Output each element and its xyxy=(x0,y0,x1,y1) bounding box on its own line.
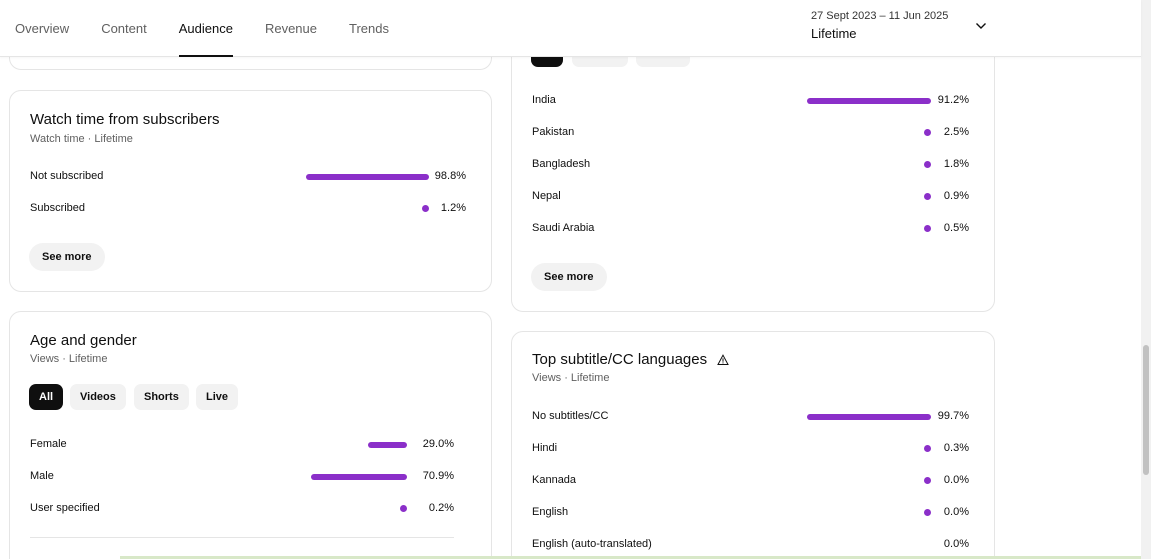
row-value: 99.7% xyxy=(937,410,969,422)
see-more-button[interactable]: See more xyxy=(531,263,607,291)
card-subtitle: Watch time · Lifetime xyxy=(30,133,133,145)
card-title: Watch time from subscribers xyxy=(30,111,220,128)
row-value: 0.0% xyxy=(943,538,969,550)
chip-all[interactable]: All xyxy=(29,384,64,410)
share-dot xyxy=(924,193,931,200)
share-bar xyxy=(368,442,407,448)
list-item: English (auto-translated) 0.0% xyxy=(532,538,969,554)
row-value: 2.5% xyxy=(943,126,969,138)
list-item: Male 70.9% xyxy=(30,470,454,486)
row-value: 0.0% xyxy=(943,474,969,486)
list-item: Saudi Arabia 0.5% xyxy=(532,222,969,238)
list-item: English 0.0% xyxy=(532,506,969,522)
date-range-text: 27 Sept 2023 – 11 Jun 2025 xyxy=(811,10,949,22)
tab-overview[interactable]: Overview xyxy=(15,21,70,36)
row-label: English (auto-translated) xyxy=(532,538,652,550)
row-label: Subscribed xyxy=(30,202,86,214)
list-item: Not subscribed 98.8% xyxy=(30,170,466,186)
share-dot xyxy=(924,129,931,136)
row-value: 0.9% xyxy=(943,190,969,202)
share-dot xyxy=(924,477,931,484)
list-item: Pakistan 2.5% xyxy=(532,126,969,142)
row-label: User specified xyxy=(30,502,100,514)
row-label: Kannada xyxy=(532,474,577,486)
row-value: 29.0% xyxy=(422,438,454,450)
bottom-strip xyxy=(120,556,1141,559)
list-item: Hindi 0.3% xyxy=(532,442,969,458)
row-label: Bangladesh xyxy=(532,158,591,170)
row-value: 70.9% xyxy=(422,470,454,482)
list-item: India 91.2% xyxy=(532,94,969,110)
row-label: Hindi xyxy=(532,442,558,454)
watch-time-subscribers-card: Watch time from subscribers Watch time ·… xyxy=(9,90,492,292)
age-gender-card: Age and gender Views · Lifetime All Vide… xyxy=(9,311,492,559)
share-bar xyxy=(807,98,931,104)
top-bar: Overview Content Audience Revenue Trends… xyxy=(0,0,1141,57)
warning-icon[interactable] xyxy=(717,353,729,366)
share-dot xyxy=(924,161,931,168)
share-bar xyxy=(807,414,931,420)
row-label: English xyxy=(532,506,569,518)
share-bar xyxy=(306,174,429,180)
share-dot xyxy=(924,445,931,452)
date-range-selector[interactable]: 27 Sept 2023 – 11 Jun 2025 Lifetime xyxy=(811,10,991,46)
share-dot xyxy=(400,505,407,512)
row-value: 0.2% xyxy=(428,502,454,514)
row-label: Saudi Arabia xyxy=(532,222,595,234)
row-value: 98.8% xyxy=(434,170,466,182)
date-range-label: Lifetime xyxy=(811,26,857,41)
chip-live[interactable]: Live xyxy=(196,384,239,410)
row-value: 0.3% xyxy=(943,442,969,454)
share-dot xyxy=(422,205,429,212)
card-subtitle: Views · Lifetime xyxy=(30,353,108,365)
divider xyxy=(30,537,454,538)
list-item: Female 29.0% xyxy=(30,438,454,454)
row-label: Not subscribed xyxy=(30,170,104,182)
scrollbar-thumb[interactable] xyxy=(1143,345,1149,475)
card-title: Top subtitle/CC languages xyxy=(532,351,729,368)
subtitle-languages-card: Top subtitle/CC languages Views · Lifeti… xyxy=(511,331,995,559)
list-item: Subscribed 1.2% xyxy=(30,202,466,218)
row-label: Nepal xyxy=(532,190,561,202)
row-label: No subtitles/CC xyxy=(532,410,609,422)
chip-videos[interactable]: Videos xyxy=(70,384,126,410)
card-subtitle: Views · Lifetime xyxy=(532,372,610,384)
chip-shorts[interactable]: Shorts xyxy=(134,384,189,410)
row-value: 1.2% xyxy=(440,202,466,214)
list-item: User specified 0.2% xyxy=(30,502,454,518)
share-dot xyxy=(924,509,931,516)
list-item: Nepal 0.9% xyxy=(532,190,969,206)
card-title-text: Top subtitle/CC languages xyxy=(532,351,708,368)
see-more-button[interactable]: See more xyxy=(29,243,105,271)
list-item: No subtitles/CC 99.7% xyxy=(532,410,969,426)
list-item: Kannada 0.0% xyxy=(532,474,969,490)
row-label: India xyxy=(532,94,556,106)
row-label: Male xyxy=(30,470,54,482)
tab-content[interactable]: Content xyxy=(101,21,147,36)
share-bar xyxy=(311,474,407,480)
row-value: 91.2% xyxy=(937,94,969,106)
chevron-down-icon xyxy=(976,23,986,29)
row-label: Pakistan xyxy=(532,126,575,138)
analytics-tabs: Overview Content Audience Revenue Trends xyxy=(15,0,421,57)
card-title: Age and gender xyxy=(30,332,137,349)
tab-audience[interactable]: Audience xyxy=(178,0,234,57)
row-label: Female xyxy=(30,438,67,450)
tab-trends[interactable]: Trends xyxy=(349,21,389,36)
scrollbar-track[interactable] xyxy=(1141,0,1151,559)
row-value: 1.8% xyxy=(943,158,969,170)
list-item: Bangladesh 1.8% xyxy=(532,158,969,174)
share-dot xyxy=(924,225,931,232)
tab-revenue[interactable]: Revenue xyxy=(264,21,317,36)
row-value: 0.5% xyxy=(943,222,969,234)
row-value: 0.0% xyxy=(943,506,969,518)
